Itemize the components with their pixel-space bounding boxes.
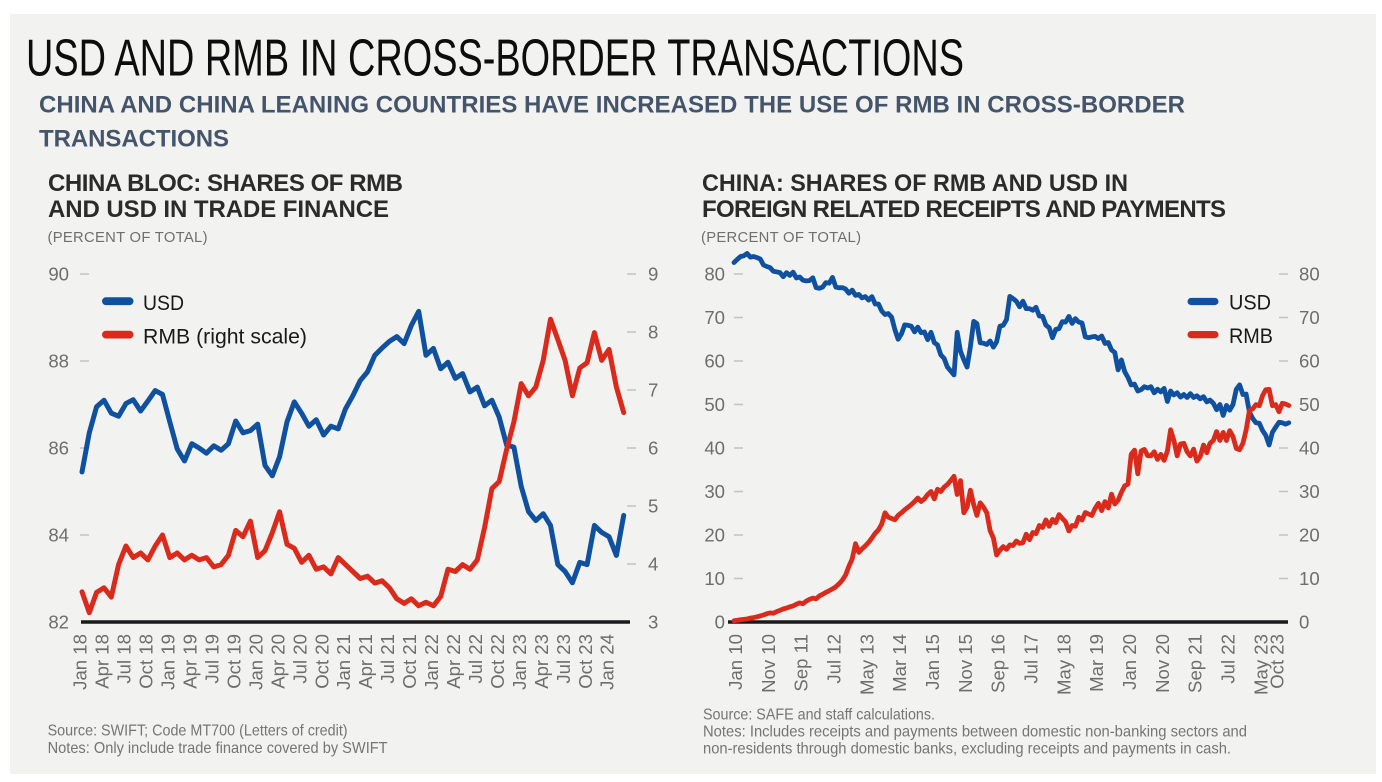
svg-text:20: 20 bbox=[704, 525, 725, 546]
svg-text:RMB: RMB bbox=[1229, 325, 1273, 348]
svg-text:60: 60 bbox=[704, 351, 725, 372]
svg-text:0: 0 bbox=[1299, 612, 1309, 633]
svg-text:Oct 21: Oct 21 bbox=[399, 634, 420, 689]
svg-text:82: 82 bbox=[48, 612, 69, 633]
svg-text:Apr 19: Apr 19 bbox=[180, 634, 201, 689]
svg-text:40: 40 bbox=[1299, 438, 1320, 459]
svg-text:Mar 14: Mar 14 bbox=[889, 634, 910, 692]
svg-text:Oct 19: Oct 19 bbox=[223, 634, 244, 689]
svg-text:88: 88 bbox=[48, 351, 69, 372]
svg-text:(PERCENT OF TOTAL): (PERCENT OF TOTAL) bbox=[701, 230, 861, 246]
svg-text:Jul 12: Jul 12 bbox=[824, 634, 845, 684]
svg-text:40: 40 bbox=[704, 438, 725, 459]
svg-text:Jan 20: Jan 20 bbox=[1119, 634, 1140, 690]
svg-text:Jan 21: Jan 21 bbox=[333, 634, 354, 690]
svg-text:0: 0 bbox=[715, 612, 725, 633]
svg-text:TRANSACTIONS: TRANSACTIONS bbox=[39, 126, 229, 153]
svg-text:10: 10 bbox=[704, 568, 725, 589]
svg-text:Apr 20: Apr 20 bbox=[267, 634, 288, 689]
svg-text:Oct 18: Oct 18 bbox=[136, 634, 157, 689]
svg-text:(PERCENT OF TOTAL): (PERCENT OF TOTAL) bbox=[48, 230, 208, 246]
svg-text:Nov 15: Nov 15 bbox=[955, 634, 976, 693]
svg-text:FOREIGN RELATED RECEIPTS AND P: FOREIGN RELATED RECEIPTS AND PAYMENTS bbox=[702, 196, 1226, 223]
svg-text:AND USD IN TRADE FINANCE: AND USD IN TRADE FINANCE bbox=[48, 196, 389, 223]
svg-text:Source: SAFE and staff calcula: Source: SAFE and staff calculations. bbox=[703, 707, 935, 724]
svg-text:May 13: May 13 bbox=[856, 634, 877, 695]
svg-text:30: 30 bbox=[1299, 481, 1320, 502]
svg-text:Jul 18: Jul 18 bbox=[114, 634, 135, 684]
svg-text:Notes: Only include trade fina: Notes: Only include trade finance covere… bbox=[48, 740, 388, 757]
svg-text:Sep 11: Sep 11 bbox=[791, 634, 812, 692]
svg-text:50: 50 bbox=[704, 394, 725, 415]
svg-text:6: 6 bbox=[648, 438, 658, 459]
svg-text:CHINA BLOC: SHARES OF RMB: CHINA BLOC: SHARES OF RMB bbox=[48, 170, 403, 197]
svg-text:Jan 15: Jan 15 bbox=[922, 634, 943, 690]
svg-text:Apr 21: Apr 21 bbox=[355, 634, 376, 689]
svg-text:Apr 22: Apr 22 bbox=[443, 634, 464, 689]
svg-text:Nov 20: Nov 20 bbox=[1152, 634, 1173, 693]
svg-text:Jul 19: Jul 19 bbox=[202, 634, 223, 684]
svg-text:30: 30 bbox=[704, 481, 725, 502]
svg-text:Notes: Includes receipts and p: Notes: Includes receipts and payments be… bbox=[703, 724, 1247, 741]
svg-text:May 18: May 18 bbox=[1053, 634, 1074, 695]
svg-text:Jul 22: Jul 22 bbox=[1218, 634, 1239, 684]
svg-text:Jul 23: Jul 23 bbox=[553, 634, 574, 684]
svg-text:USD AND RMB IN CROSS-BORDER TR: USD AND RMB IN CROSS-BORDER TRANSACTIONS bbox=[26, 30, 964, 88]
svg-text:RMB (right scale): RMB (right scale) bbox=[143, 326, 307, 349]
svg-text:Oct 23: Oct 23 bbox=[1267, 634, 1288, 689]
svg-text:80: 80 bbox=[1299, 264, 1320, 285]
svg-text:Sep 16: Sep 16 bbox=[988, 634, 1009, 693]
svg-text:Apr 23: Apr 23 bbox=[531, 634, 552, 689]
svg-text:50: 50 bbox=[1299, 394, 1320, 415]
svg-text:Jan 22: Jan 22 bbox=[421, 634, 442, 690]
svg-text:Apr 18: Apr 18 bbox=[92, 634, 113, 689]
svg-text:Sep 21: Sep 21 bbox=[1185, 634, 1206, 693]
svg-text:84: 84 bbox=[48, 525, 69, 546]
svg-text:9: 9 bbox=[648, 264, 658, 285]
svg-text:May 23: May 23 bbox=[1250, 634, 1271, 695]
svg-text:Source: SWIFT; Code MT700 (Let: Source: SWIFT; Code MT700 (Letters of cr… bbox=[48, 723, 348, 740]
svg-text:4: 4 bbox=[648, 554, 658, 575]
svg-text:Oct 20: Oct 20 bbox=[311, 634, 332, 689]
svg-text:86: 86 bbox=[48, 438, 69, 459]
svg-text:USD: USD bbox=[1229, 292, 1271, 315]
svg-text:70: 70 bbox=[1299, 307, 1320, 328]
svg-text:Nov 10: Nov 10 bbox=[758, 634, 779, 693]
svg-text:Jan 20: Jan 20 bbox=[245, 634, 266, 690]
svg-text:Jan 10: Jan 10 bbox=[725, 634, 746, 690]
svg-text:7: 7 bbox=[648, 380, 658, 401]
svg-text:Mar 19: Mar 19 bbox=[1086, 634, 1107, 692]
svg-text:3: 3 bbox=[648, 612, 658, 633]
svg-text:70: 70 bbox=[704, 307, 725, 328]
svg-text:Jan 18: Jan 18 bbox=[70, 634, 91, 690]
svg-text:90: 90 bbox=[48, 264, 69, 285]
svg-text:Jul 21: Jul 21 bbox=[377, 634, 398, 684]
svg-text:non-residents through domestic: non-residents through domestic banks, ex… bbox=[703, 741, 1231, 758]
svg-text:80: 80 bbox=[704, 264, 725, 285]
svg-text:CHINA: SHARES OF RMB AND USD I: CHINA: SHARES OF RMB AND USD IN bbox=[702, 170, 1128, 197]
svg-text:Jul 22: Jul 22 bbox=[465, 634, 486, 684]
svg-text:Jan 19: Jan 19 bbox=[158, 634, 179, 690]
svg-text:Jul 17: Jul 17 bbox=[1021, 634, 1042, 684]
svg-text:60: 60 bbox=[1299, 351, 1320, 372]
svg-text:Jan 23: Jan 23 bbox=[509, 634, 530, 690]
svg-text:Jul 20: Jul 20 bbox=[289, 634, 310, 684]
svg-text:10: 10 bbox=[1299, 568, 1320, 589]
svg-text:20: 20 bbox=[1299, 525, 1320, 546]
svg-text:Oct 23: Oct 23 bbox=[575, 634, 596, 689]
svg-text:USD: USD bbox=[143, 292, 184, 315]
svg-text:5: 5 bbox=[648, 496, 658, 517]
svg-text:Oct 22: Oct 22 bbox=[487, 634, 508, 689]
svg-text:Jan 24: Jan 24 bbox=[597, 634, 618, 690]
svg-text:CHINA AND CHINA LEANING COUNTR: CHINA AND CHINA LEANING COUNTRIES HAVE I… bbox=[39, 92, 1185, 119]
svg-text:8: 8 bbox=[648, 322, 658, 343]
